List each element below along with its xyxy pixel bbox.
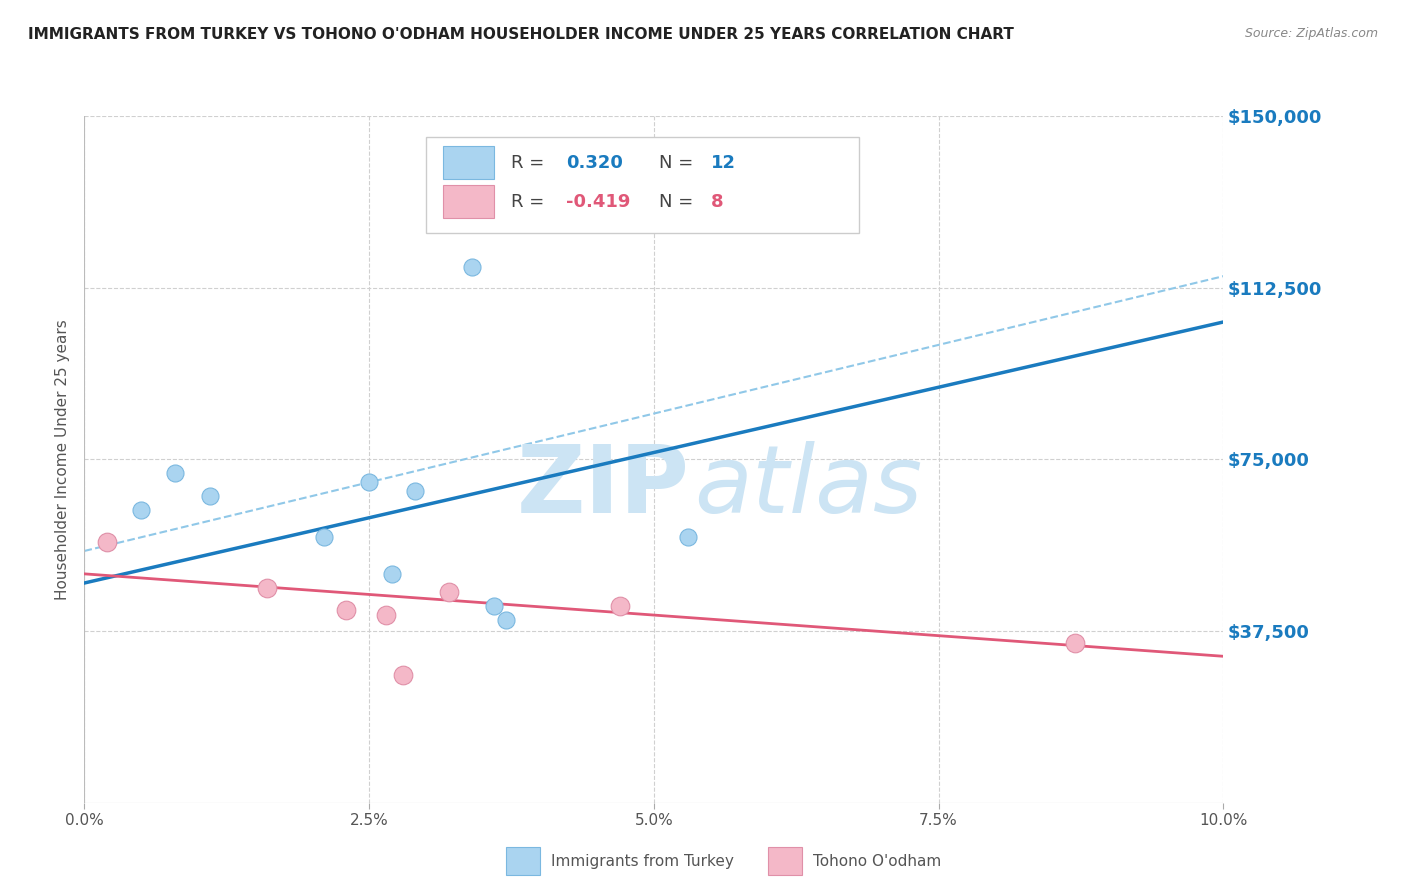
Text: R =: R = [512, 153, 550, 171]
Point [404, 484, 426, 499]
FancyBboxPatch shape [443, 146, 495, 179]
Text: 12: 12 [711, 153, 735, 171]
Point [256, 581, 278, 595]
Point [375, 608, 398, 623]
Text: 0.320: 0.320 [567, 153, 623, 171]
Text: ZIP: ZIP [517, 441, 690, 533]
Point [165, 466, 187, 480]
Point [96, 534, 118, 549]
FancyBboxPatch shape [768, 847, 801, 875]
Point [131, 502, 153, 516]
Point [437, 585, 460, 599]
Text: N =: N = [659, 193, 699, 211]
Point [381, 566, 404, 581]
Point [609, 599, 631, 613]
Point [495, 613, 517, 627]
Point [676, 530, 699, 544]
Point [1064, 635, 1087, 649]
Text: Source: ZipAtlas.com: Source: ZipAtlas.com [1244, 27, 1378, 40]
FancyBboxPatch shape [506, 847, 540, 875]
FancyBboxPatch shape [443, 186, 495, 219]
Text: N =: N = [659, 153, 699, 171]
Y-axis label: Householder Income Under 25 years: Householder Income Under 25 years [55, 319, 70, 599]
Text: R =: R = [512, 193, 550, 211]
Text: Immigrants from Turkey: Immigrants from Turkey [551, 854, 734, 869]
Text: Tohono O'odham: Tohono O'odham [813, 854, 942, 869]
Point [359, 475, 381, 490]
Point [96, 534, 118, 549]
Point [312, 530, 335, 544]
Point [392, 667, 415, 681]
Point [484, 599, 506, 613]
Text: IMMIGRANTS FROM TURKEY VS TOHONO O'ODHAM HOUSEHOLDER INCOME UNDER 25 YEARS CORRE: IMMIGRANTS FROM TURKEY VS TOHONO O'ODHAM… [28, 27, 1014, 42]
FancyBboxPatch shape [426, 136, 859, 233]
Point [335, 603, 357, 617]
Text: 8: 8 [711, 193, 723, 211]
Point [198, 489, 221, 503]
Point [460, 260, 482, 274]
Text: atlas: atlas [693, 442, 922, 533]
Text: -0.419: -0.419 [567, 193, 630, 211]
